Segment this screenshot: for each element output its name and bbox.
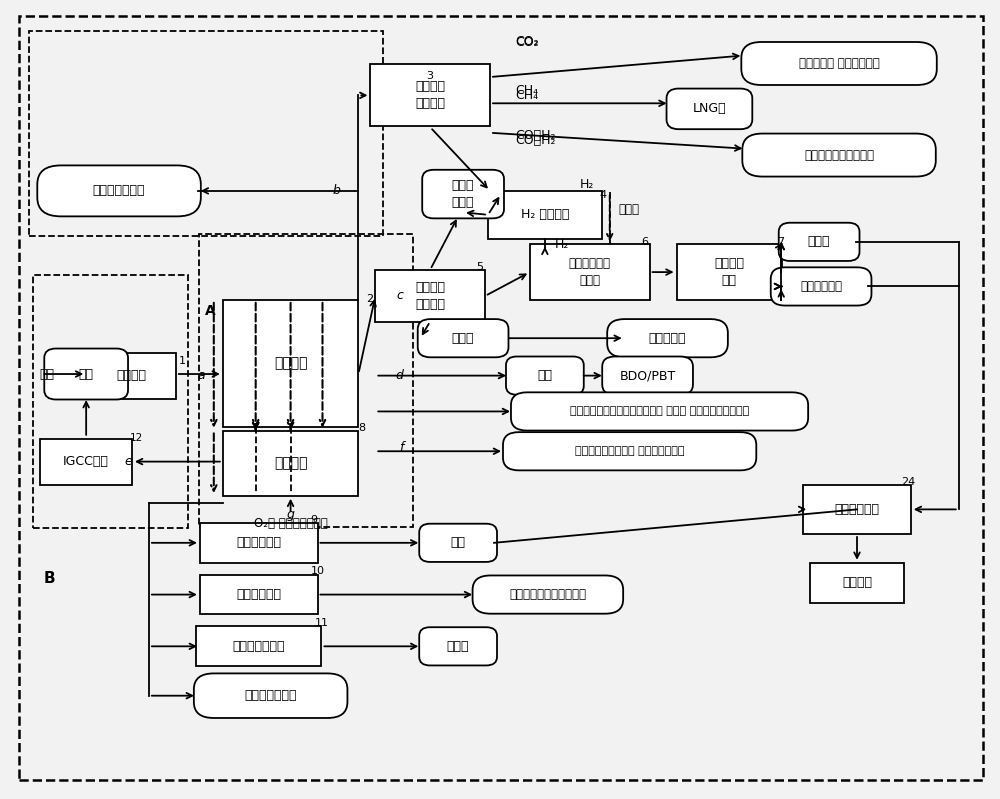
FancyBboxPatch shape <box>418 319 508 357</box>
Text: 建筑、水泥、化工、 提取稀有金属等: 建筑、水泥、化工、 提取稀有金属等 <box>575 447 684 456</box>
FancyBboxPatch shape <box>37 165 201 217</box>
FancyBboxPatch shape <box>19 16 983 780</box>
Text: CO₂: CO₂ <box>515 34 539 48</box>
Text: 8: 8 <box>358 423 366 433</box>
FancyBboxPatch shape <box>803 485 911 534</box>
FancyBboxPatch shape <box>370 64 490 126</box>
Text: CO、H₂: CO、H₂ <box>515 129 555 141</box>
FancyBboxPatch shape <box>779 223 859 261</box>
Text: 醋酸等: 醋酸等 <box>447 640 469 653</box>
FancyBboxPatch shape <box>741 42 937 85</box>
FancyBboxPatch shape <box>419 627 497 666</box>
Text: g: g <box>287 508 295 521</box>
Text: 净化焦油
分离单元: 净化焦油 分离单元 <box>415 281 445 311</box>
FancyBboxPatch shape <box>223 300 358 427</box>
FancyBboxPatch shape <box>667 89 752 129</box>
FancyBboxPatch shape <box>419 523 497 562</box>
Text: 2: 2 <box>366 294 373 304</box>
Text: 汽油、柴油等: 汽油、柴油等 <box>800 280 842 293</box>
FancyBboxPatch shape <box>375 270 485 322</box>
Text: 气化单元: 气化单元 <box>274 456 307 470</box>
Text: 12: 12 <box>130 433 143 443</box>
Text: 11: 11 <box>315 618 329 628</box>
Text: CH₄: CH₄ <box>515 84 538 97</box>
Text: 羰基化合成单元: 羰基化合成单元 <box>232 640 285 653</box>
FancyBboxPatch shape <box>677 244 782 300</box>
Text: CO、H₂: CO、H₂ <box>515 134 555 147</box>
FancyBboxPatch shape <box>742 133 936 177</box>
Text: 原煤: 原煤 <box>39 368 54 380</box>
Text: A: A <box>205 304 216 318</box>
FancyBboxPatch shape <box>602 356 693 395</box>
FancyBboxPatch shape <box>503 432 756 471</box>
Text: 其他化工类产品: 其他化工类产品 <box>244 690 297 702</box>
Text: CO₂: CO₂ <box>515 36 539 50</box>
Text: 酚类、
芳烃等: 酚类、 芳烃等 <box>452 179 474 209</box>
Text: 24: 24 <box>901 477 915 487</box>
Text: H₂: H₂ <box>580 178 594 191</box>
Text: 甲醇、乙二醇、混合醇等: 甲醇、乙二醇、混合醇等 <box>509 588 586 601</box>
FancyBboxPatch shape <box>422 170 504 218</box>
FancyBboxPatch shape <box>196 626 321 666</box>
FancyBboxPatch shape <box>194 674 347 718</box>
Text: 热解单元: 热解单元 <box>274 356 307 371</box>
Text: e: e <box>124 455 132 468</box>
Text: H₂ 分离单元: H₂ 分离单元 <box>521 209 569 221</box>
FancyBboxPatch shape <box>810 562 904 602</box>
FancyBboxPatch shape <box>530 244 650 300</box>
Text: 燃气或蒸汽发电: 燃气或蒸汽发电 <box>93 185 145 197</box>
Text: 9: 9 <box>311 515 318 525</box>
Text: 醇类合成单元: 醇类合成单元 <box>236 588 281 601</box>
FancyBboxPatch shape <box>200 574 318 614</box>
Text: c: c <box>396 289 403 303</box>
Text: B: B <box>43 570 55 586</box>
Text: 液体燃料: 液体燃料 <box>842 576 872 589</box>
Text: 催化剂: 催化剂 <box>619 204 640 217</box>
FancyBboxPatch shape <box>40 439 132 485</box>
Text: LNG等: LNG等 <box>693 102 726 115</box>
FancyBboxPatch shape <box>506 356 584 395</box>
Text: 铁合金、高炉喷吹、高效吸附剂 发电、 民用燃料气化原料等: 铁合金、高炉喷吹、高效吸附剂 发电、 民用燃料气化原料等 <box>570 407 749 416</box>
Text: 油品: 油品 <box>451 536 466 550</box>
Text: 油品分离
单元: 油品分离 单元 <box>714 257 744 287</box>
Text: 沥青质: 沥青质 <box>452 332 474 344</box>
Text: 费托合成单元: 费托合成单元 <box>236 536 281 550</box>
Text: CH₄: CH₄ <box>515 89 538 101</box>
Text: d: d <box>395 369 403 382</box>
FancyBboxPatch shape <box>86 352 176 399</box>
Text: 电石: 电石 <box>537 369 552 382</box>
FancyBboxPatch shape <box>607 319 728 357</box>
Text: 10: 10 <box>311 566 325 576</box>
Text: 4: 4 <box>600 190 607 201</box>
Text: IGCC单元: IGCC单元 <box>63 455 109 468</box>
Text: 5: 5 <box>476 262 483 272</box>
Text: 碳素材料等: 碳素材料等 <box>649 332 686 344</box>
Text: H₂: H₂ <box>555 238 569 251</box>
Text: 电力: 电力 <box>79 368 94 380</box>
Text: 碳酸二甲酯 可降解塑料等: 碳酸二甲酯 可降解塑料等 <box>799 57 879 70</box>
FancyBboxPatch shape <box>44 348 128 400</box>
Text: 3: 3 <box>426 71 433 81</box>
Text: 6: 6 <box>642 237 649 247</box>
Text: b: b <box>333 185 340 197</box>
Text: 净化煤气
分离单元: 净化煤气 分离单元 <box>415 81 445 110</box>
Text: 合成氨、尿素、碳铵等: 合成氨、尿素、碳铵等 <box>804 149 874 161</box>
Text: 油品调和单元: 油品调和单元 <box>835 503 880 516</box>
Text: 7: 7 <box>777 237 784 247</box>
Text: f: f <box>399 441 403 454</box>
Text: a: a <box>198 369 205 382</box>
FancyBboxPatch shape <box>473 575 623 614</box>
Text: 备煤单元: 备煤单元 <box>116 369 146 382</box>
Text: 1: 1 <box>179 356 186 366</box>
FancyBboxPatch shape <box>223 431 358 496</box>
Text: 煤焦油加氢精
制单元: 煤焦油加氢精 制单元 <box>569 257 611 287</box>
Text: 石脑油: 石脑油 <box>808 236 830 248</box>
Text: O₂、 空气或水蒸气等: O₂、 空气或水蒸气等 <box>254 517 327 531</box>
FancyBboxPatch shape <box>200 523 318 562</box>
FancyBboxPatch shape <box>488 191 602 239</box>
FancyBboxPatch shape <box>771 268 871 305</box>
FancyBboxPatch shape <box>511 392 808 431</box>
Text: BDO/PBT: BDO/PBT <box>619 369 676 382</box>
